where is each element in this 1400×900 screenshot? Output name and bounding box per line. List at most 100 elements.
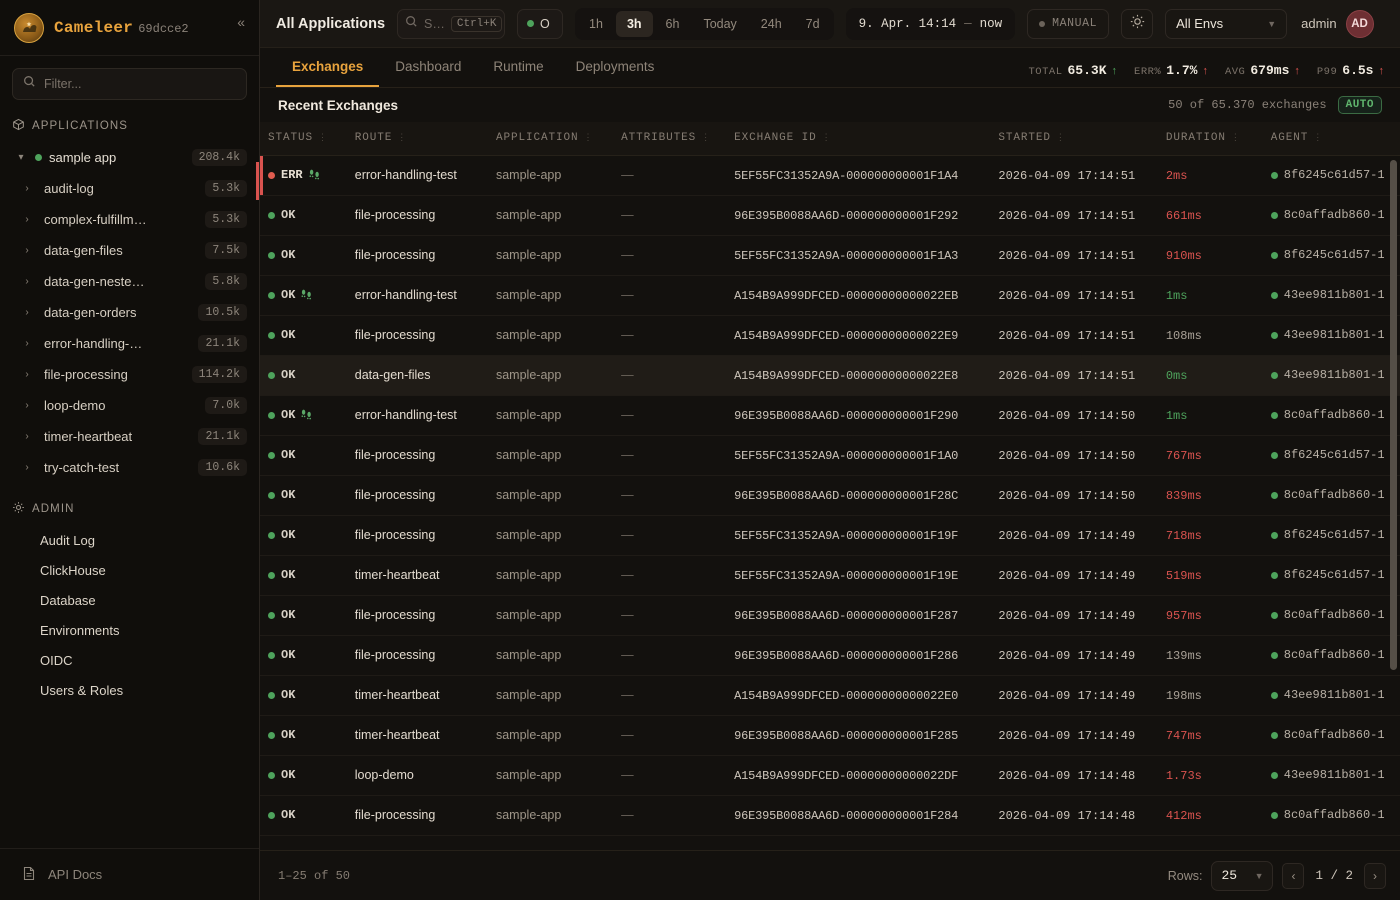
column-header-route[interactable]: ROUTE ⋮ (346, 122, 488, 156)
sidebar-route-5[interactable]: › error-handling-… 21.1k (0, 328, 259, 359)
sidebar-admin-2[interactable]: Database (0, 585, 259, 615)
trace-icon[interactable] (309, 169, 320, 181)
sidebar-item-label: data-gen-orders (44, 305, 137, 320)
column-header-status[interactable]: STATUS ⋮ (260, 122, 347, 156)
sort-icon: ⋮ (318, 133, 328, 144)
range-button-7d[interactable]: 7d (805, 16, 820, 31)
sidebar-admin-4[interactable]: OIDC (0, 645, 259, 675)
sidebar-admin-0[interactable]: Audit Log (0, 525, 259, 555)
avatar[interactable]: AD (1345, 9, 1374, 38)
filter-input[interactable] (44, 77, 236, 91)
started-value: 2026-04-09 17:14:50 (998, 408, 1136, 423)
table-row[interactable]: OK file-processing sample-app — 5EF55FC3… (260, 515, 1400, 555)
started-value: 2026-04-09 17:14:50 (998, 488, 1136, 503)
sidebar-route-3[interactable]: › data-gen-neste… 5.8k (0, 266, 259, 297)
cell-started: 2026-04-09 17:14:49 (990, 515, 1157, 555)
table-row[interactable]: ERR error-handling-test sample-app — 5EF… (260, 155, 1400, 195)
table-row[interactable]: OK file-processing sample-app — 5EF55FC3… (260, 435, 1400, 475)
live-status-toggle[interactable]: O (517, 8, 564, 39)
sidebar-route-7[interactable]: › loop-demo 7.0k (0, 390, 259, 421)
table-row[interactable]: OK file-processing sample-app — 96E395B0… (260, 195, 1400, 235)
sidebar-route-6[interactable]: › file-processing 114.2k (0, 359, 259, 390)
sidebar-item-api-docs[interactable]: API Docs (0, 848, 259, 900)
global-search-input[interactable]: S… Ctrl+K (397, 8, 506, 39)
auto-refresh-badge[interactable]: AUTO (1337, 96, 1382, 114)
column-header-application[interactable]: APPLICATION ⋮ (487, 122, 614, 156)
table-row[interactable]: OK data-gen-files sample-app — A154B9A99… (260, 355, 1400, 395)
sidebar-item-count: 7.5k (205, 242, 247, 259)
table-row[interactable]: OK file-processing sample-app — 5EF55FC3… (260, 235, 1400, 275)
cell-agent: 8c0affadb860-1 (1263, 595, 1400, 635)
prev-page-button[interactable]: ‹ (1282, 862, 1305, 889)
column-header-agent[interactable]: AGENT ⋮ (1262, 122, 1400, 156)
table-row[interactable]: OK file-processing sample-app — 96E395B0… (260, 795, 1400, 835)
table-row[interactable]: OK error-handling-test sample-app — 96E3… (260, 395, 1400, 435)
table-row[interactable]: OK file-processing sample-app — 96E395B0… (260, 595, 1400, 635)
column-header-started[interactable]: STARTED ⋮ (990, 122, 1158, 156)
cell-exchange-id: A154B9A999DFCED-00000000000022E0 (726, 675, 990, 715)
tab-runtime[interactable]: Runtime (493, 59, 544, 74)
metric-p99: P99 6.5s ↑ (1317, 63, 1384, 78)
column-header-duration[interactable]: DURATION ⋮ (1157, 122, 1263, 156)
environment-select[interactable]: All Envs ▼ (1165, 8, 1288, 39)
agent-label: 43ee9811b801-1 (1283, 288, 1385, 302)
status-dot (268, 411, 275, 419)
sidebar-admin-5[interactable]: Users & Roles (0, 675, 259, 705)
sidebar-filter[interactable] (12, 68, 247, 100)
table-row[interactable]: OK error-handling-test sample-app — A154… (260, 275, 1400, 315)
next-page-button[interactable]: › (1364, 862, 1386, 889)
sidebar-item-count: 7.0k (205, 397, 247, 414)
table-row[interactable]: OK file-processing sample-app — 96E395B0… (260, 635, 1400, 675)
sidebar-route-1[interactable]: › complex-fulfillm… 5.3k (0, 204, 259, 235)
sidebar-route-9[interactable]: › try-catch-test 10.6k (0, 452, 259, 483)
cell-application: sample-app (488, 515, 613, 555)
metric-err: ERR% 1.7% ↑ (1134, 63, 1208, 78)
range-button-24h[interactable]: 24h (760, 16, 782, 31)
range-button-6h[interactable]: 6h (665, 16, 680, 31)
agent-label: 8c0affadb860-1 (1283, 488, 1385, 502)
search-icon (405, 15, 418, 33)
user-menu[interactable]: admin AD (1301, 9, 1374, 38)
sidebar-route-8[interactable]: › timer-heartbeat 21.1k (0, 421, 259, 452)
agent-label: 8c0affadb860-1 (1283, 608, 1385, 622)
range-button-Today[interactable]: Today (703, 16, 737, 31)
status-label: OK (281, 208, 296, 222)
table-row[interactable]: OK timer-heartbeat sample-app — 5EF55FC3… (260, 555, 1400, 595)
rows-per-page-select[interactable]: 25 ▼ (1211, 860, 1274, 891)
cell-application: sample-app (488, 675, 613, 715)
cell-route: file-processing (347, 235, 488, 275)
vertical-scrollbar[interactable] (1390, 160, 1397, 670)
table-row[interactable]: OK file-processing sample-app — A154B9A9… (260, 315, 1400, 355)
sidebar-admin-3[interactable]: Environments (0, 615, 259, 645)
chevron-right-icon: › (25, 183, 29, 194)
theme-toggle-button[interactable] (1121, 8, 1154, 39)
column-header-attributes[interactable]: ATTRIBUTES ⋮ (613, 122, 727, 156)
absolute-time-range[interactable]: 9. Apr. 14:14 — now (845, 7, 1016, 40)
sidebar-admin-1[interactable]: ClickHouse (0, 555, 259, 585)
exchange-id-value: 96E395B0088AA6D-000000000001F290 (734, 408, 959, 423)
cell-attributes: — (613, 275, 726, 315)
trace-icon[interactable] (301, 409, 312, 421)
cell-attributes: — (613, 155, 726, 195)
table-row[interactable]: OK timer-heartbeat sample-app — A154B9A9… (260, 675, 1400, 715)
started-value: 2026-04-09 17:14:48 (998, 768, 1136, 783)
table-row[interactable]: OK loop-demo sample-app — A154B9A999DFCE… (260, 755, 1400, 795)
column-header-exchange-id[interactable]: EXCHANGE ID ⋮ (726, 122, 991, 156)
cell-agent: 8c0affadb860-1 (1263, 635, 1400, 675)
sidebar-route-4[interactable]: › data-gen-orders 10.5k (0, 297, 259, 328)
range-button-1h[interactable]: 1h (589, 16, 603, 31)
collapse-sidebar-icon[interactable]: « (237, 14, 245, 30)
tab-exchanges[interactable]: Exchanges (276, 49, 380, 87)
tab-deployments[interactable]: Deployments (575, 59, 655, 74)
brand-wordmark: Cameleer 69dcce2 (54, 19, 189, 37)
range-button-3h[interactable]: 3h (615, 10, 653, 37)
sidebar-item-sample-app[interactable]: ▾ sample app 208.4k (0, 142, 259, 173)
tab-dashboard[interactable]: Dashboard (395, 59, 462, 74)
cell-application: sample-app (488, 275, 613, 315)
table-row[interactable]: OK file-processing sample-app — 96E395B0… (260, 475, 1400, 515)
table-row[interactable]: OK timer-heartbeat sample-app — 96E395B0… (260, 715, 1400, 755)
sidebar-route-2[interactable]: › data-gen-files 7.5k (0, 235, 259, 266)
manual-refresh-button[interactable]: MANUAL (1027, 8, 1110, 39)
sidebar-route-0[interactable]: › audit-log 5.3k (0, 173, 259, 204)
trace-icon[interactable] (301, 289, 312, 301)
